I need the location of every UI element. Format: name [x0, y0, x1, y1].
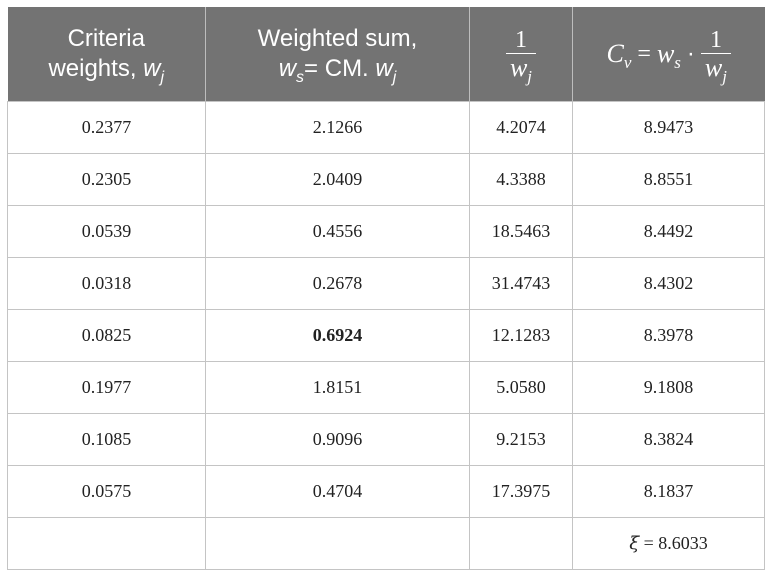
header-wsum-sub1: s — [296, 68, 305, 86]
cell-inverse: 5.0580 — [469, 361, 573, 414]
cv-lhs-var: C — [606, 39, 624, 68]
cell-weighted-sum: 0.4556 — [205, 205, 470, 258]
inverse-fraction: 1 wj — [505, 26, 537, 85]
cell-inverse: 18.5463 — [469, 205, 573, 258]
cell-cv: 8.9473 — [572, 101, 765, 154]
table-row: 0.0318 0.2678 31.4743 8.4302 — [7, 257, 765, 310]
cell-cv: 8.4492 — [572, 205, 765, 258]
header-wsum-var1: w — [278, 55, 297, 82]
cell-inverse: 12.1283 — [469, 309, 573, 362]
header-inverse-weight: 1 wj — [469, 7, 573, 102]
table-row: 0.2377 2.1266 4.2074 8.9473 — [7, 101, 765, 154]
cell-weight: 0.0575 — [7, 465, 206, 518]
cell-weighted-sum: 2.0409 — [205, 153, 470, 206]
cv-lhs: Cv — [606, 39, 632, 73]
table-row: 0.2305 2.0409 4.3388 8.8551 — [7, 153, 765, 206]
footer-empty-1 — [7, 517, 206, 570]
cell-weight: 0.1085 — [7, 413, 206, 466]
xi-value: = 8.6033 — [639, 533, 708, 553]
cell-cv: 8.4302 — [572, 257, 765, 310]
header-criteria-line2: weights, — [48, 55, 144, 82]
cv-rhs-var: w — [656, 39, 675, 68]
cell-weight: 0.1977 — [7, 361, 206, 414]
cv-equals: = — [637, 41, 651, 67]
cell-weight: 0.0825 — [7, 309, 206, 362]
footer-empty-3 — [469, 517, 573, 570]
cell-inverse: 17.3975 — [469, 465, 573, 518]
inverse-fraction-bar — [505, 52, 537, 54]
cell-inverse: 4.2074 — [469, 101, 573, 154]
cell-inverse: 9.2153 — [469, 413, 573, 466]
cell-cv: 8.1837 — [572, 465, 765, 518]
header-wsum-sub2: j — [392, 68, 397, 86]
cell-weighted-sum: 1.8151 — [205, 361, 470, 414]
cv-fraction: 1 wj — [700, 26, 731, 85]
cv-lhs-sub: v — [623, 53, 632, 73]
cv-numerator: 1 — [709, 26, 722, 53]
table-container: Criteria weights, wj Weighted sum, ws= C… — [7, 7, 765, 570]
table-row: 0.0575 0.4704 17.3975 8.1837 — [7, 465, 765, 518]
header-wsum-line1: Weighted sum, — [257, 25, 418, 52]
footer-row: ξ = 8.6033 — [7, 517, 765, 570]
cv-dot: · — [686, 40, 695, 67]
cell-weighted-sum: 2.1266 — [205, 101, 470, 154]
cv-denominator: wj — [701, 52, 731, 85]
consistency-table: Criteria weights, wj Weighted sum, ws= C… — [7, 7, 765, 570]
header-weighted-sum: Weighted sum, ws= CM. wj — [205, 7, 470, 102]
cell-weighted-sum: 0.2678 — [205, 257, 470, 310]
cv-formula: Cv = ws · 1 wj — [606, 26, 731, 85]
cell-weight: 0.2305 — [7, 153, 206, 206]
cv-den-var: w — [704, 52, 723, 82]
header-criteria-var: w — [143, 55, 161, 82]
cell-weight: 0.0318 — [7, 257, 206, 310]
cell-weighted-sum: 0.9096 — [205, 413, 470, 466]
header-criteria-line1: Criteria — [67, 25, 145, 52]
cv-den-sub: j — [722, 66, 727, 86]
footer-xi-cell: ξ = 8.6033 — [572, 517, 765, 570]
xi-symbol: ξ — [629, 533, 640, 554]
inverse-den-sub: j — [527, 66, 533, 86]
cell-weighted-sum-bold: 0.6924 — [205, 309, 470, 362]
cell-weight: 0.2377 — [7, 101, 206, 154]
table-row: 0.0539 0.4556 18.5463 8.4492 — [7, 205, 765, 258]
footer-empty-2 — [205, 517, 470, 570]
cell-cv: 8.8551 — [572, 153, 765, 206]
cell-inverse: 31.4743 — [469, 257, 573, 310]
header-criteria-sub: j — [160, 68, 165, 86]
inverse-den-var: w — [509, 52, 528, 82]
inverse-numerator: 1 — [514, 26, 527, 53]
cell-weight: 0.0539 — [7, 205, 206, 258]
cell-cv: 8.3978 — [572, 309, 765, 362]
table-row: 0.0825 0.6924 12.1283 8.3978 — [7, 309, 765, 362]
inverse-denominator: wj — [506, 52, 536, 85]
table-row: 0.1977 1.8151 5.0580 9.1808 — [7, 361, 765, 414]
cv-fraction-bar — [700, 52, 731, 54]
header-wsum-mid: = CM. — [304, 55, 376, 82]
cv-rhs-sub: s — [674, 53, 681, 73]
cv-rhs: ws — [656, 39, 681, 73]
table-row: 0.1085 0.9096 9.2153 8.3824 — [7, 413, 765, 466]
header-wsum-var2: w — [375, 55, 393, 82]
cell-inverse: 4.3388 — [469, 153, 573, 206]
cell-weighted-sum: 0.4704 — [205, 465, 470, 518]
cell-cv: 8.3824 — [572, 413, 765, 466]
header-consistency-vector: Cv = ws · 1 wj — [572, 7, 765, 102]
header-criteria-weights: Criteria weights, wj — [7, 7, 206, 102]
header-row: Criteria weights, wj Weighted sum, ws= C… — [7, 7, 765, 102]
cell-cv: 9.1808 — [572, 361, 765, 414]
